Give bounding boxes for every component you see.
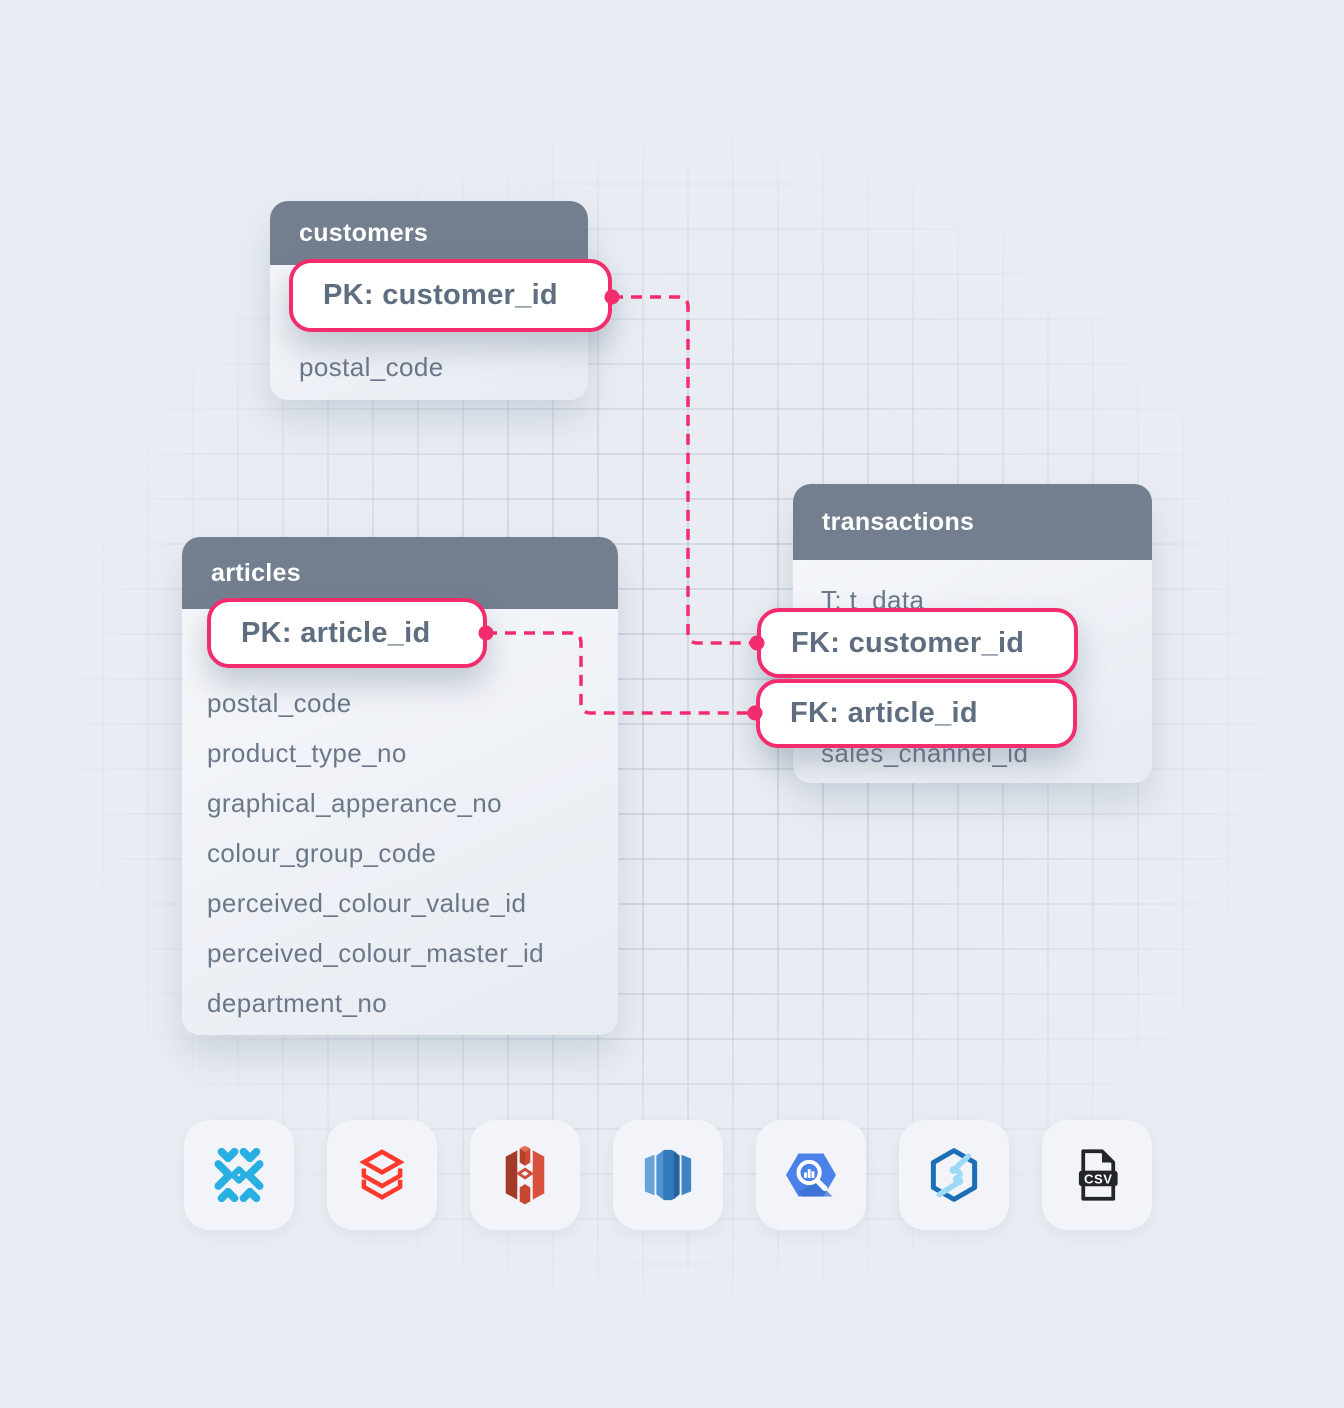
pk-customer-id-box[interactable]: PK: customer_id: [289, 259, 612, 332]
databricks-icon: [359, 1149, 405, 1200]
google-bigquery-icon: [786, 1153, 836, 1197]
platform-tile-amazon-s3[interactable]: [470, 1120, 580, 1230]
pk-article-id-box[interactable]: PK: article_id: [207, 598, 487, 668]
articles-field-colour-group-code: colour_group_code: [207, 838, 437, 868]
fk-customer-id-label: FK: customer_id: [791, 626, 1025, 659]
table-transactions-header: transactions: [793, 484, 1152, 560]
articles-field-graphical-apperance-no: graphical_apperance_no: [207, 788, 503, 818]
platform-tile-databricks[interactable]: [327, 1120, 437, 1230]
snowflake-icon: [214, 1147, 264, 1203]
table-articles-header: articles: [182, 537, 618, 609]
platform-tile-csv-file[interactable]: CSV: [1042, 1120, 1152, 1230]
table-transactions-title: transactions: [822, 507, 975, 536]
amazon-s3-icon: [505, 1145, 545, 1205]
fk-article-id-label: FK: article_id: [790, 697, 978, 729]
snaplogic-hexagon-icon: [930, 1148, 978, 1202]
platform-tile-amazon-redshift[interactable]: [613, 1120, 723, 1230]
fk-article-id-box[interactable]: FK: article_id: [756, 679, 1077, 748]
amazon-redshift-icon: [644, 1149, 692, 1201]
platform-tile-google-bigquery[interactable]: [756, 1120, 866, 1230]
platform-tile-snowflake[interactable]: [184, 1120, 294, 1230]
customers-field-postal-code: postal_code: [299, 352, 444, 382]
table-customers-title: customers: [299, 218, 429, 247]
csv-file-icon: CSV: [1078, 1149, 1118, 1201]
platform-tile-snaplogic[interactable]: [899, 1120, 1009, 1230]
articles-field-perceived-colour-value-id: perceived_colour_value_id: [207, 888, 527, 918]
fk-customer-id-box[interactable]: FK: customer_id: [757, 608, 1078, 678]
articles-field-perceived-colour-master-id: perceived_colour_master_id: [207, 938, 545, 968]
articles-field-department-no: department_no: [207, 988, 388, 1018]
table-articles-title: articles: [211, 558, 301, 587]
pk-article-id-label: PK: article_id: [241, 616, 431, 649]
pk-customer-id-label: PK: customer_id: [323, 279, 558, 311]
articles-field-product-type-no: product_type_no: [207, 738, 407, 768]
csv-label: CSV: [1084, 1171, 1112, 1186]
articles-field-postal-code: postal_code: [207, 688, 352, 718]
table-customers-header: customers: [270, 201, 588, 265]
